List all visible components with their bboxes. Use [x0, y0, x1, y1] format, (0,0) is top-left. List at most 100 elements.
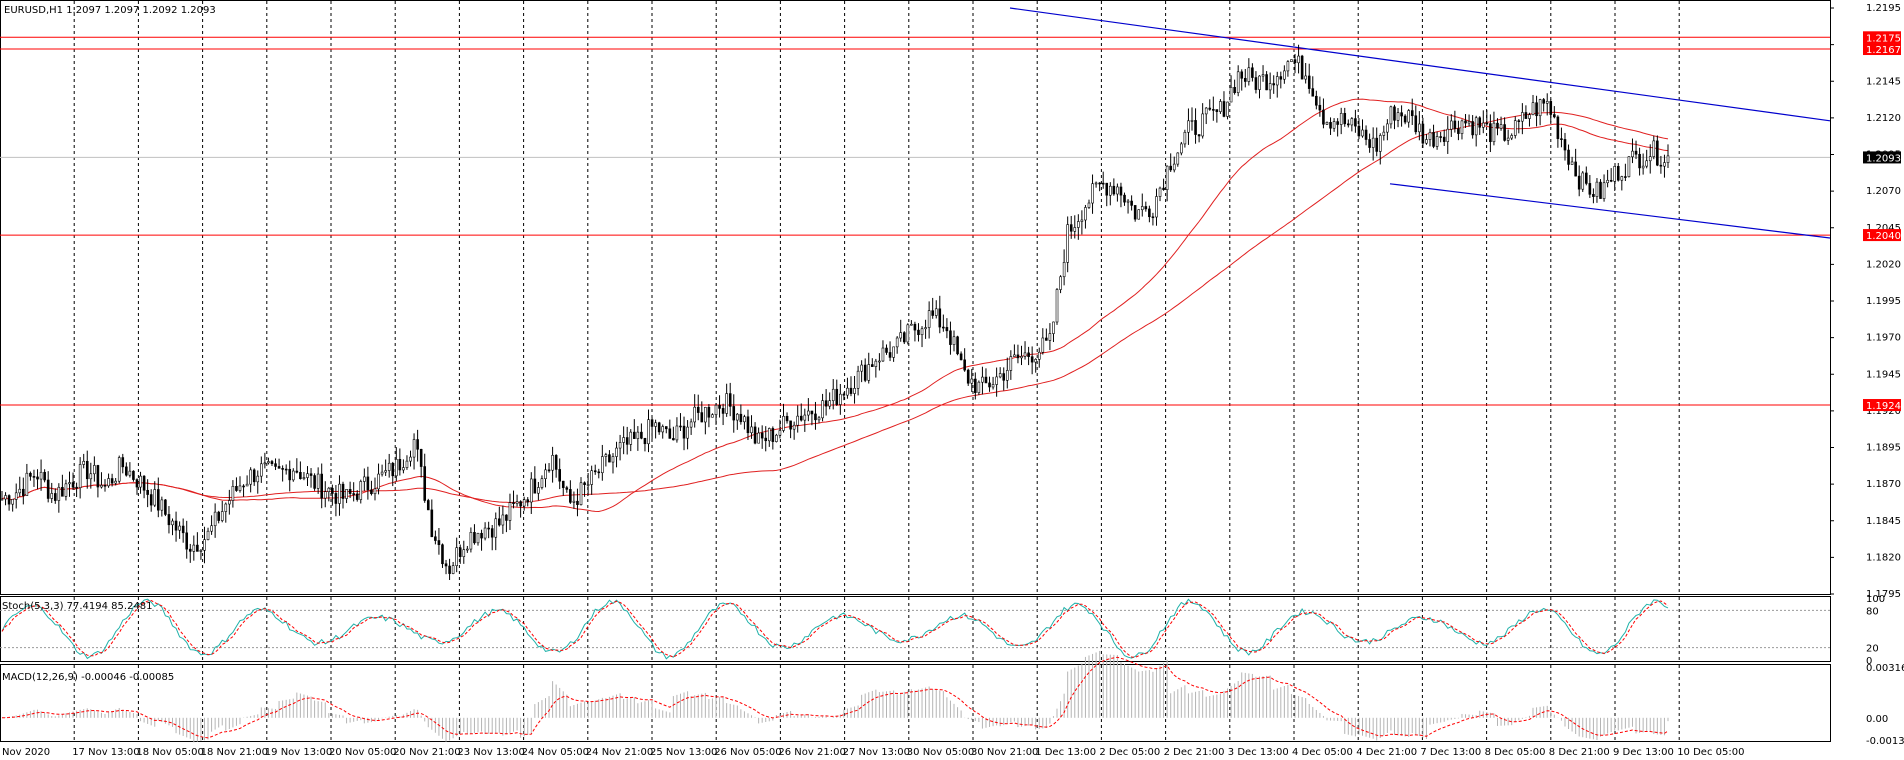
candle-body	[1481, 122, 1485, 128]
candle-body	[615, 447, 618, 457]
candle-body	[1062, 262, 1066, 278]
candle-body	[146, 489, 149, 495]
x-tick-label: 25 Nov 13:00	[650, 747, 717, 758]
candle-body	[188, 548, 192, 552]
candle-body	[345, 489, 348, 499]
candle-body	[57, 486, 61, 501]
price-tag: 1.2040	[1866, 231, 1901, 242]
candle-body	[544, 469, 547, 479]
candle-body	[611, 456, 615, 463]
candle-body	[1148, 208, 1151, 218]
candle-body	[1020, 356, 1023, 359]
candle-body	[583, 482, 586, 485]
candle-body	[373, 488, 377, 495]
candle-body	[1350, 118, 1354, 126]
candle-body	[938, 308, 942, 328]
macd-header: MACD(12,26,9) -0.00046 -0.00085	[2, 672, 174, 683]
candle-body	[760, 432, 764, 439]
candle-body	[1180, 143, 1183, 154]
candle-body	[1293, 59, 1297, 64]
candle-body	[753, 426, 757, 444]
candle-body	[139, 475, 142, 488]
candle-body	[537, 487, 540, 494]
candle-body	[238, 485, 242, 491]
candle-body	[1258, 75, 1261, 90]
channel-lower-line	[1389, 183, 1831, 239]
candle-body	[1162, 187, 1165, 190]
candle-body	[533, 478, 537, 494]
candle-body	[625, 437, 629, 445]
candle-body	[1560, 138, 1563, 140]
x-tick-label: 24 Nov 05:00	[522, 747, 589, 758]
x-tick-label: 30 Nov 05:00	[907, 747, 974, 758]
candle-body	[1094, 182, 1098, 185]
y-tick-label: 1.2020	[1866, 259, 1901, 270]
candle-body	[824, 400, 828, 407]
candle-body	[771, 428, 775, 442]
candle-body	[558, 469, 562, 482]
price-tag: 1.2167	[1866, 45, 1901, 56]
candle-body	[1233, 87, 1236, 93]
candle-body	[689, 421, 693, 428]
candle-body	[1364, 129, 1368, 140]
candle-body	[1588, 183, 1592, 195]
candle-body	[1336, 121, 1339, 125]
candle-body	[1442, 136, 1446, 142]
candle-body	[1151, 216, 1155, 219]
candle-body	[917, 329, 920, 336]
candle-body	[487, 527, 490, 530]
candle-body	[650, 419, 654, 427]
candle-body	[878, 360, 881, 363]
candle-body	[228, 500, 231, 505]
candle-body	[1393, 106, 1396, 121]
candle-body	[164, 499, 167, 515]
candle-body	[1197, 134, 1201, 137]
y-tick-label: 1.1870	[1866, 479, 1901, 490]
candle-body	[956, 336, 959, 355]
candle-body	[1567, 149, 1570, 165]
candle-body	[1275, 76, 1279, 86]
candle-body	[1400, 112, 1403, 117]
x-tick-label: 3 Dec 13:00	[1228, 747, 1289, 758]
candle-body	[1634, 150, 1638, 155]
candle-body	[679, 425, 682, 428]
candle-body	[984, 376, 988, 384]
candle-body	[1332, 121, 1336, 129]
candle-body	[981, 376, 984, 383]
candle-body	[235, 486, 238, 491]
candle-body	[700, 412, 704, 423]
candle-body	[927, 310, 931, 328]
candle-body	[107, 478, 110, 487]
candle-body	[288, 468, 292, 481]
candle-body	[764, 437, 768, 442]
candle-body	[1553, 114, 1556, 118]
candle-body	[274, 463, 277, 467]
candle-body	[522, 499, 526, 507]
candle-body	[1386, 123, 1389, 133]
candle-body	[363, 476, 366, 482]
candle-body	[32, 476, 36, 478]
candle-body	[1027, 352, 1030, 357]
candle-body	[1045, 337, 1048, 341]
candle-body	[814, 413, 817, 421]
candle-body	[352, 493, 355, 495]
stochastic-axis-label: 80	[1866, 606, 1879, 617]
candle-body	[160, 499, 164, 511]
candle-body	[1414, 115, 1418, 133]
candle-body	[782, 415, 785, 431]
candle-body	[1073, 227, 1077, 232]
candle-body	[1506, 137, 1510, 141]
candle-body	[1574, 161, 1577, 177]
y-tick-label: 1.1920	[1866, 406, 1901, 417]
candle-body	[799, 415, 803, 421]
y-tick-label: 1.1995	[1866, 296, 1901, 307]
price-axis: 1.21951.21701.21451.21201.20951.20701.20…	[1830, 3, 1901, 600]
candle-body	[863, 364, 867, 381]
candle-body	[1034, 359, 1038, 363]
candle-body	[480, 532, 483, 539]
y-tick-label: 1.1895	[1866, 443, 1901, 454]
candle-body	[1052, 321, 1055, 334]
candle-body	[1187, 120, 1190, 133]
candle-body	[640, 431, 643, 439]
